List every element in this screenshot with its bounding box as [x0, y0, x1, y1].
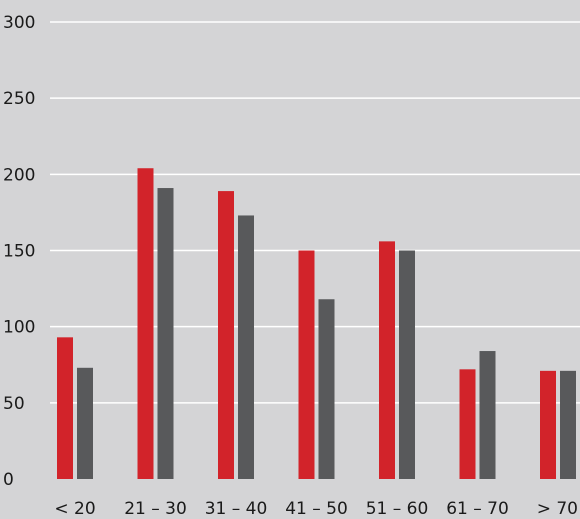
x-tick-label: < 20 — [54, 499, 95, 519]
y-tick-label: 0 — [3, 470, 14, 490]
bar-series-1-2 — [218, 191, 234, 479]
y-tick-label: 150 — [3, 242, 35, 262]
x-tick-label: 31 – 40 — [205, 499, 268, 519]
y-tick-label: 50 — [3, 394, 25, 414]
bars — [57, 168, 576, 480]
y-tick-label: 100 — [3, 318, 35, 338]
bar-series-2-5 — [479, 351, 496, 479]
bar-series-1-1 — [137, 168, 154, 480]
x-tick-label: 51 – 60 — [366, 499, 429, 519]
x-tick-label: 61 – 70 — [446, 499, 509, 519]
x-axis-labels: < 20 21 – 30 31 – 40 41 – 50 51 – 60 61 – 70 >… — [54, 499, 578, 519]
y-tick-label: 250 — [3, 89, 35, 109]
bar-series-1-3 — [298, 250, 315, 479]
gridlines — [50, 21, 580, 404]
x-tick-label: > 70 — [537, 499, 578, 519]
bar-series-1-0 — [57, 337, 73, 479]
bar-series-1-4 — [379, 241, 395, 479]
bar-series-2-4 — [399, 250, 415, 479]
bar-series-2-3 — [318, 299, 335, 479]
x-tick-label: 21 – 30 — [124, 499, 187, 519]
y-axis-labels: 0 50 100 150 200 250 300 — [3, 13, 35, 490]
bar-series-2-2 — [238, 215, 254, 480]
bar-series-2-6 — [560, 370, 576, 479]
bar-series-1-6 — [540, 370, 556, 479]
bar-series-2-0 — [77, 367, 93, 479]
bar-series-1-5 — [459, 369, 476, 479]
bar-series-2-1 — [157, 188, 174, 479]
y-tick-label: 200 — [3, 165, 35, 185]
x-tick-label: 41 – 50 — [285, 499, 348, 519]
y-tick-label: 300 — [3, 13, 35, 33]
